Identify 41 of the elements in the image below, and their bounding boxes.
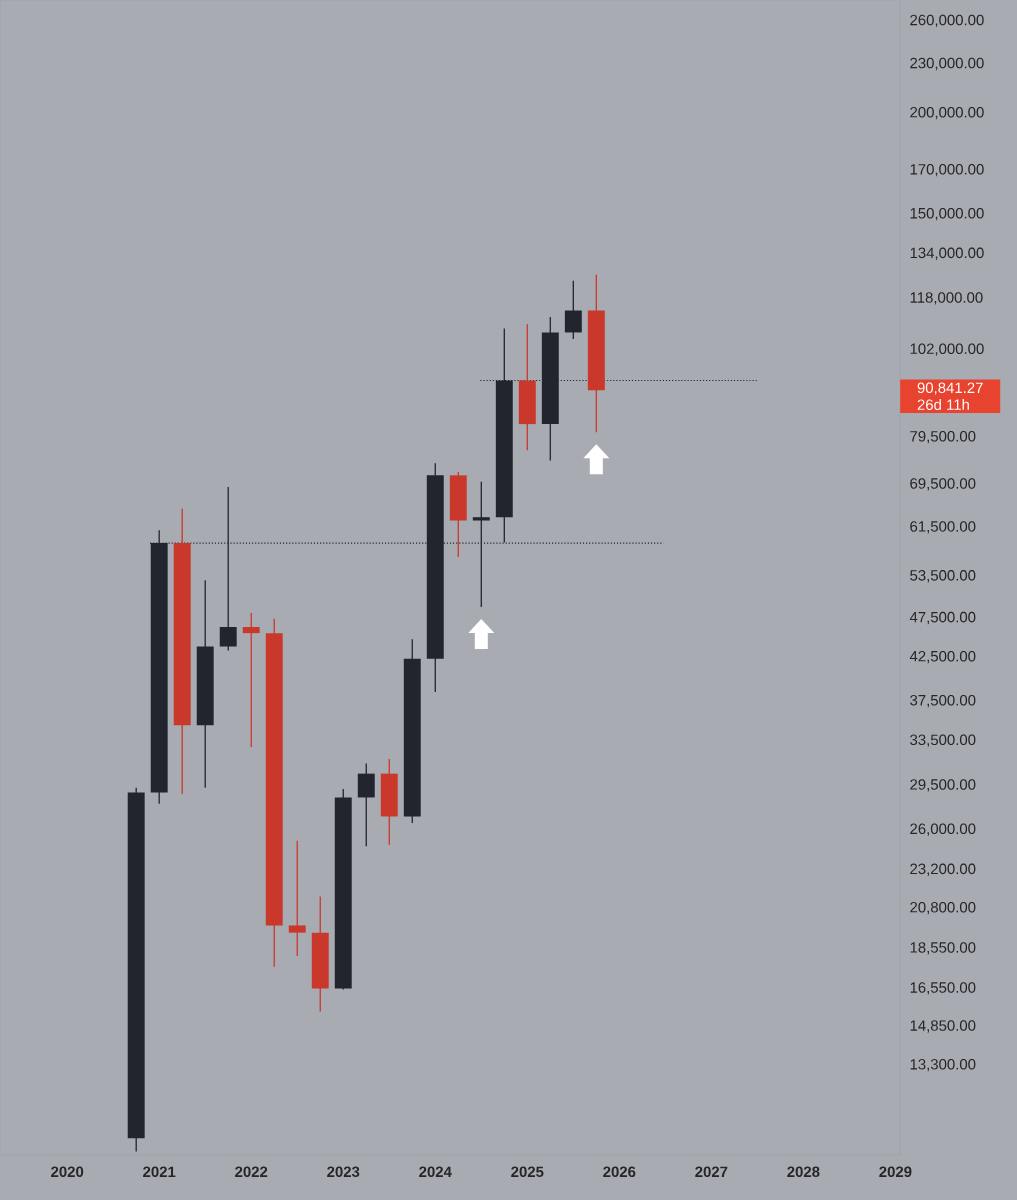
candlestick xyxy=(242,612,260,748)
y-tick-label: 29,500.00 xyxy=(910,779,976,792)
y-tick-label: 134,000.00 xyxy=(910,247,984,260)
x-tick-label: 2021 xyxy=(143,1166,176,1178)
y-tick-label: 18,550.00 xyxy=(910,942,976,955)
y-tick-label: 79,500.00 xyxy=(910,431,976,444)
text: 26d 11h xyxy=(917,399,969,410)
y-tick-label: 230,000.00 xyxy=(910,57,984,71)
x-tick-label: 2022 xyxy=(235,1166,268,1178)
y-tick-label: 42,500.00 xyxy=(909,650,976,664)
y-tick-label: 150,000.00 xyxy=(910,207,984,221)
y-tick-label: 47,500.00 xyxy=(909,611,976,625)
y-tick-label: 23,200.00 xyxy=(910,863,976,876)
x-tick-label: 2025 xyxy=(511,1166,544,1178)
x-tick-label: 2020 xyxy=(51,1166,84,1178)
y-tick-label: 61,500.00 xyxy=(910,521,976,534)
x-tick-label: 2026 xyxy=(603,1166,636,1178)
y-tick-label: 69,500.00 xyxy=(910,478,976,491)
y-tick-label: 53,500.00 xyxy=(910,570,976,583)
candlestick xyxy=(564,280,582,340)
y-tick-label: 118,000.00 xyxy=(910,292,983,305)
y-tick-label: 102,000.00 xyxy=(910,343,984,356)
y-tick-label: 33,500.00 xyxy=(910,734,976,747)
y-tick-label: 200,000.00 xyxy=(910,106,984,120)
x-tick-label: 2028 xyxy=(787,1166,820,1178)
x-tick-label: 2024 xyxy=(419,1166,452,1178)
y-tick-label: 14,850.00 xyxy=(910,1020,976,1033)
candlestick xyxy=(357,762,375,847)
y-tick-label: 20,800.00 xyxy=(910,901,976,915)
y-tick-label: 37,500.00 xyxy=(910,694,976,708)
x-tick-label: 2029 xyxy=(879,1166,912,1178)
y-tick-label: 13,300.00 xyxy=(910,1059,976,1072)
text: 90,841.27 xyxy=(917,382,983,395)
x-tick-label: 2023 xyxy=(327,1166,360,1178)
y-tick-label: 26,000.00 xyxy=(910,823,976,836)
y-tick-label: 170,000.00 xyxy=(910,164,984,177)
y-tick-label: 16,550.00 xyxy=(910,982,976,995)
y-tick-label: 260,000.00 xyxy=(910,14,984,28)
candlestick xyxy=(288,840,306,957)
candlestick xyxy=(472,481,490,608)
x-tick-label: 2027 xyxy=(695,1166,728,1178)
